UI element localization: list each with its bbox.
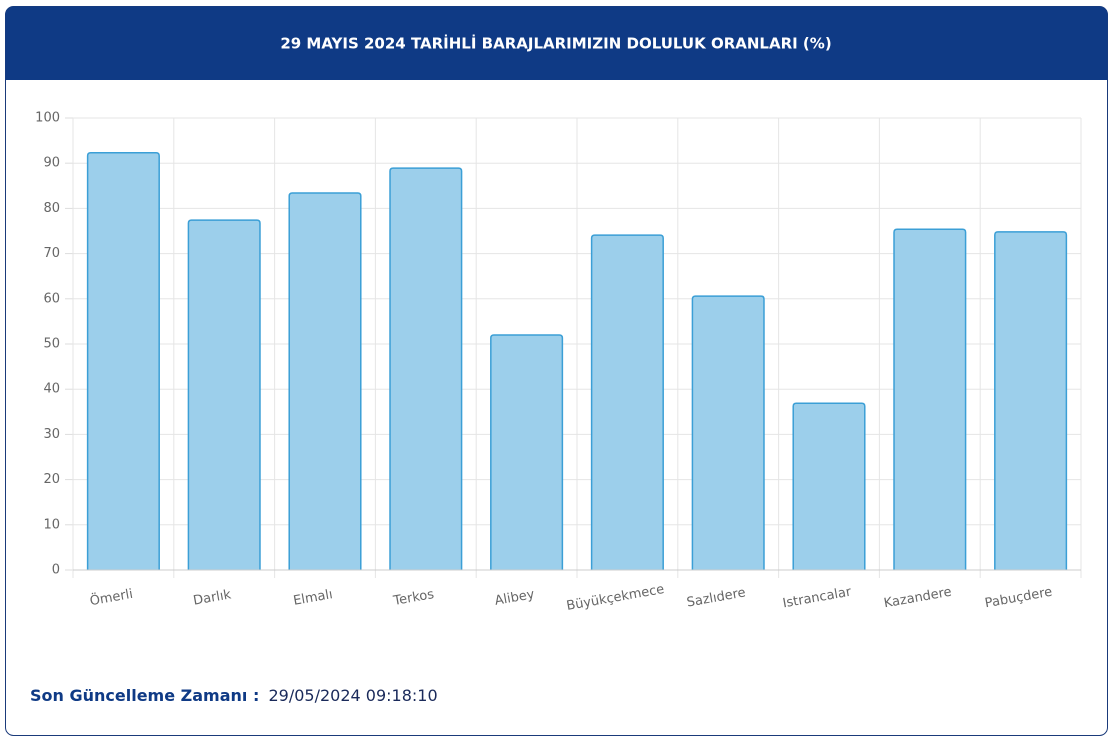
x-tick-label: Darlık: [192, 587, 233, 608]
header-band: [5, 6, 1108, 80]
footer: Son Güncelleme Zamanı : 29/05/2024 09:18…: [30, 686, 438, 705]
y-tick-label: 100: [35, 111, 60, 126]
bar: [389, 167, 463, 570]
bar: [490, 334, 564, 570]
y-tick-label: 60: [43, 291, 60, 306]
y-tick-label: 30: [43, 427, 60, 442]
footer-label: Son Güncelleme Zamanı :: [30, 686, 259, 705]
y-tick-label: 50: [43, 337, 60, 352]
bar: [893, 228, 967, 570]
y-tick-label: 70: [43, 246, 60, 261]
y-tick-label: 0: [52, 563, 60, 578]
y-tick-label: 20: [43, 472, 60, 487]
x-tick-label: Alibey: [494, 587, 536, 609]
bar: [288, 192, 362, 570]
y-tick-label: 80: [43, 201, 60, 216]
bar: [691, 295, 765, 570]
chart-title: 29 MAYIS 2024 TARİHLİ BARAJLARIMIZIN DOL…: [280, 34, 831, 53]
bar: [590, 234, 664, 570]
bar: [86, 152, 160, 570]
y-tick-label: 90: [43, 156, 60, 171]
bar: [994, 231, 1068, 570]
bar: [187, 219, 261, 570]
y-tick-label: 10: [43, 517, 60, 532]
bar: [792, 402, 866, 570]
x-tick-label: Terkos: [391, 587, 435, 609]
y-tick-label: 40: [43, 382, 60, 397]
footer-value: 29/05/2024 09:18:10: [268, 686, 437, 705]
x-tick-label: Elmalı: [292, 587, 334, 609]
